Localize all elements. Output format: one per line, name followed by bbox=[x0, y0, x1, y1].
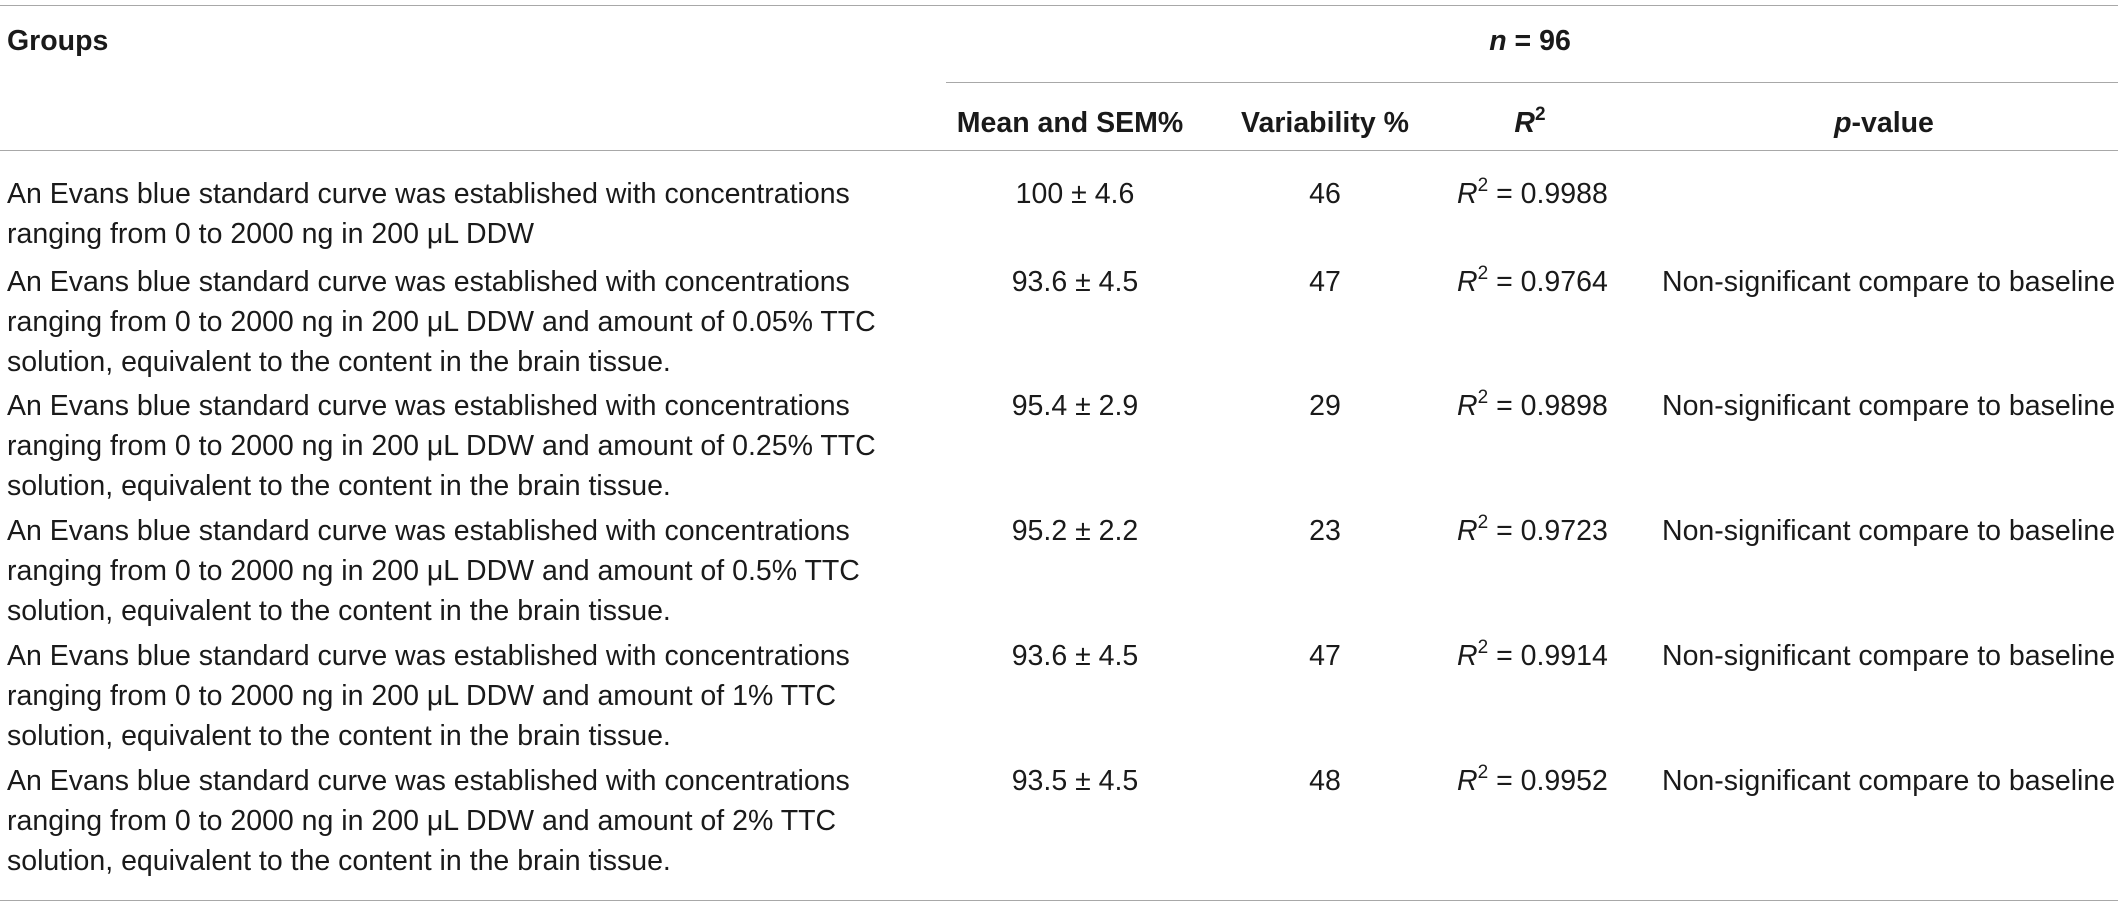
row-5-pvalue: Non-significant compare to baseline bbox=[1662, 640, 2116, 672]
row-6-mean-sem: 93.5 ± 4.5 bbox=[1011, 765, 1139, 797]
row-6-group: An Evans blue standard curve was establi… bbox=[7, 765, 850, 877]
variability-header: Variability % bbox=[1241, 107, 1409, 139]
row-2-r2: R2 = 0.9764 bbox=[1457, 262, 1608, 299]
row-3-mean-sem: 95.4 ± 2.9 bbox=[1011, 390, 1139, 422]
mean-sem-header: Mean and SEM% bbox=[956, 107, 1184, 139]
row-5-mean-sem: 93.6 ± 4.5 bbox=[1011, 640, 1139, 672]
row-1-r2: R2 = 0.9988 bbox=[1457, 174, 1608, 211]
row-4-pvalue: Non-significant compare to baseline bbox=[1662, 515, 2116, 547]
row-5-r2: R2 = 0.9914 bbox=[1457, 636, 1608, 673]
r2-header: R2 bbox=[1514, 103, 1546, 140]
row-1-variability: 46 bbox=[1309, 178, 1341, 210]
row-1-mean-sem: 100 ± 4.6 bbox=[1015, 178, 1135, 210]
pvalue-header: p-value bbox=[1834, 107, 1934, 139]
row-4-r2: R2 = 0.9723 bbox=[1457, 511, 1608, 548]
row-2-mean-sem: 93.6 ± 4.5 bbox=[1011, 266, 1139, 298]
row-6-variability: 48 bbox=[1309, 765, 1341, 797]
table-top-rule bbox=[0, 5, 2118, 6]
row-4-variability: 23 bbox=[1309, 515, 1341, 547]
row-5-group: An Evans blue standard curve was establi… bbox=[7, 640, 850, 752]
row-2-variability: 47 bbox=[1309, 266, 1341, 298]
table-bottom-rule bbox=[0, 900, 2118, 901]
n-header: n = 96 bbox=[1489, 25, 1571, 57]
row-3-r2: R2 = 0.9898 bbox=[1457, 386, 1608, 423]
groups-header: Groups bbox=[7, 25, 109, 57]
n-span-rule bbox=[946, 82, 2118, 83]
row-2-pvalue: Non-significant compare to baseline bbox=[1662, 266, 2116, 298]
row-6-r2: R2 = 0.9952 bbox=[1457, 761, 1608, 798]
header-bottom-rule bbox=[0, 150, 2118, 151]
row-6-pvalue: Non-significant compare to baseline bbox=[1662, 765, 2116, 797]
row-4-group: An Evans blue standard curve was establi… bbox=[7, 515, 860, 627]
row-1-group: An Evans blue standard curve was establi… bbox=[7, 178, 850, 250]
row-3-variability: 29 bbox=[1309, 390, 1341, 422]
row-4-mean-sem: 95.2 ± 2.2 bbox=[1011, 515, 1139, 547]
row-2-group: An Evans blue standard curve was establi… bbox=[7, 266, 876, 378]
row-3-pvalue: Non-significant compare to baseline bbox=[1662, 390, 2116, 422]
row-3-group: An Evans blue standard curve was establi… bbox=[7, 390, 876, 502]
row-5-variability: 47 bbox=[1309, 640, 1341, 672]
